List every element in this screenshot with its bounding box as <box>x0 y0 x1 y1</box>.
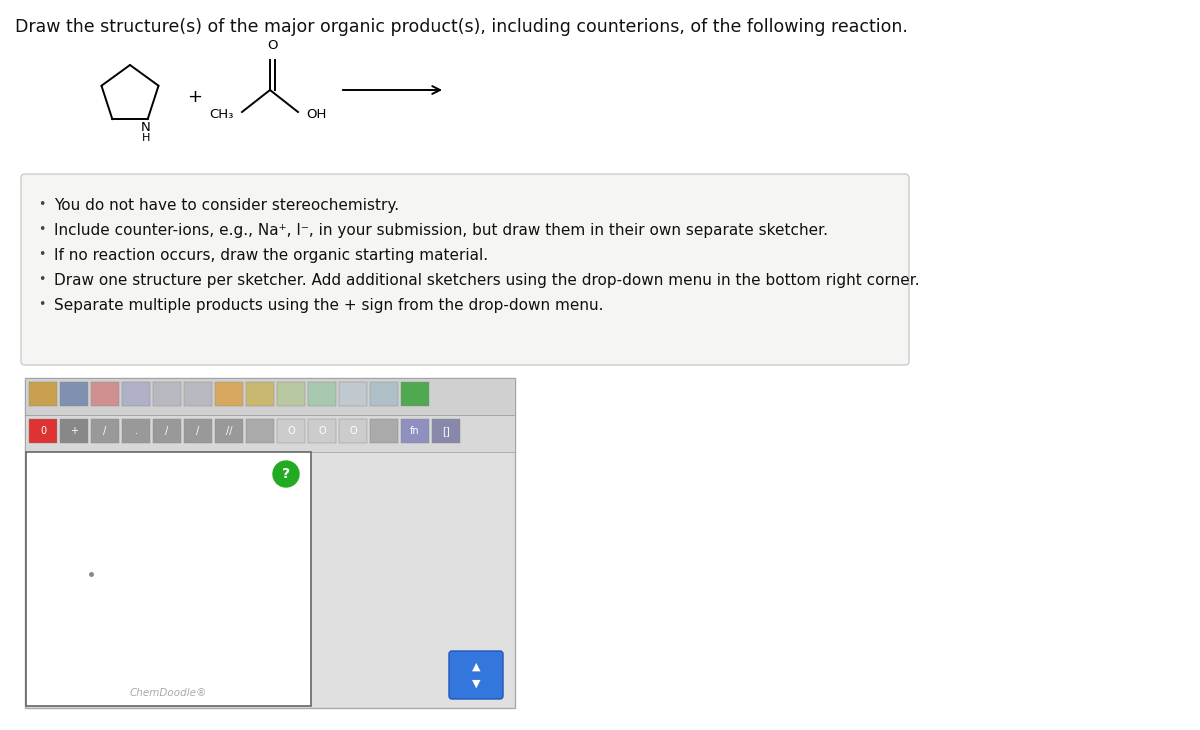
Bar <box>154 419 181 443</box>
Text: []: [] <box>442 426 450 436</box>
Text: If no reaction occurs, draw the organic starting material.: If no reaction occurs, draw the organic … <box>54 248 488 263</box>
Text: •: • <box>38 223 46 236</box>
Text: ?: ? <box>282 467 290 481</box>
Bar <box>122 382 150 406</box>
Bar <box>340 419 367 443</box>
Text: H: H <box>142 134 150 143</box>
Bar <box>25 378 515 708</box>
Bar <box>308 382 336 406</box>
Bar <box>154 382 181 406</box>
FancyBboxPatch shape <box>449 651 503 699</box>
Bar <box>401 419 430 443</box>
Bar <box>122 419 150 443</box>
Text: Draw one structure per sketcher. Add additional sketchers using the drop-down me: Draw one structure per sketcher. Add add… <box>54 273 919 288</box>
Bar <box>370 419 398 443</box>
Text: O: O <box>287 426 295 436</box>
Bar <box>340 382 367 406</box>
Text: ▲: ▲ <box>472 661 480 672</box>
Text: CH₃: CH₃ <box>210 107 234 120</box>
Text: •: • <box>38 248 46 261</box>
Circle shape <box>274 461 299 487</box>
Text: O: O <box>266 39 277 52</box>
Text: •: • <box>38 273 46 286</box>
Bar <box>25 415 515 452</box>
Bar <box>184 382 212 406</box>
Bar <box>246 382 274 406</box>
Text: O: O <box>349 426 356 436</box>
Text: /: / <box>197 426 199 436</box>
Bar <box>29 419 58 443</box>
Text: •: • <box>38 198 46 211</box>
Text: You do not have to consider stereochemistry.: You do not have to consider stereochemis… <box>54 198 400 213</box>
Bar <box>29 382 58 406</box>
Bar <box>401 382 430 406</box>
Text: +: + <box>187 88 203 106</box>
Text: ChemDoodle®: ChemDoodle® <box>130 688 208 698</box>
Bar <box>60 382 88 406</box>
Text: //: // <box>226 426 233 436</box>
Bar <box>26 452 311 706</box>
Bar <box>246 419 274 443</box>
Text: OH: OH <box>306 107 326 120</box>
Bar <box>215 382 242 406</box>
Bar <box>215 419 242 443</box>
Bar <box>308 419 336 443</box>
Text: /: / <box>166 426 169 436</box>
FancyBboxPatch shape <box>22 174 910 365</box>
Text: 0: 0 <box>40 426 46 436</box>
Text: .: . <box>134 426 138 436</box>
Bar <box>60 419 88 443</box>
Text: Separate multiple products using the + sign from the drop-down menu.: Separate multiple products using the + s… <box>54 298 604 313</box>
Text: fn: fn <box>410 426 420 436</box>
Bar <box>277 419 305 443</box>
Text: O: O <box>318 426 326 436</box>
Bar <box>25 378 515 415</box>
Bar <box>277 382 305 406</box>
Text: ▼: ▼ <box>472 678 480 688</box>
Text: Draw the structure(s) of the major organic product(s), including counterions, of: Draw the structure(s) of the major organ… <box>14 18 908 36</box>
Text: +: + <box>70 426 78 436</box>
Bar <box>91 419 119 443</box>
Bar <box>370 382 398 406</box>
Text: •: • <box>38 298 46 311</box>
Text: N: N <box>140 121 150 134</box>
Bar <box>184 419 212 443</box>
Bar <box>91 382 119 406</box>
Text: /: / <box>103 426 107 436</box>
Text: Include counter-ions, e.g., Na⁺, I⁻, in your submission, but draw them in their : Include counter-ions, e.g., Na⁺, I⁻, in … <box>54 223 828 238</box>
Bar <box>432 419 460 443</box>
